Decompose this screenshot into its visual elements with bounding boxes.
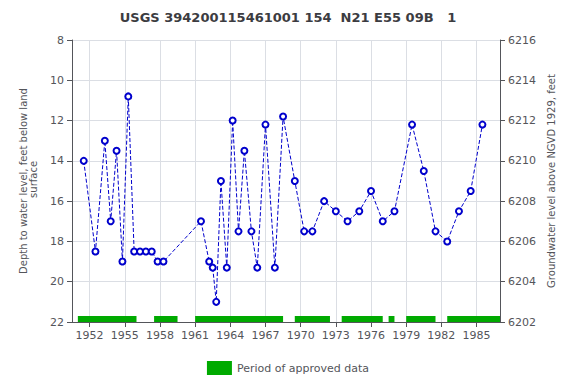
svg-text:Depth to water level, feet bel: Depth to water level, feet below land (17, 88, 29, 274)
svg-text:8: 8 (57, 34, 64, 47)
svg-text:1982: 1982 (427, 329, 455, 342)
svg-text:6208: 6208 (508, 195, 536, 208)
svg-text:1976: 1976 (357, 329, 385, 342)
svg-text:1961: 1961 (181, 329, 209, 342)
svg-text:surface: surface (28, 161, 39, 201)
svg-text:1952: 1952 (76, 329, 104, 342)
svg-text:16: 16 (50, 195, 64, 208)
svg-text:1964: 1964 (216, 329, 244, 342)
svg-text:1979: 1979 (392, 329, 420, 342)
svg-text:10: 10 (50, 74, 64, 87)
svg-text:1955: 1955 (111, 329, 139, 342)
svg-text:6206: 6206 (508, 235, 536, 248)
svg-text:6204: 6204 (508, 275, 536, 288)
svg-text:Period of approved data: Period of approved data (237, 362, 369, 375)
svg-text:1958: 1958 (146, 329, 174, 342)
svg-text:6210: 6210 (508, 154, 536, 167)
svg-text:22: 22 (50, 316, 64, 329)
svg-text:6202: 6202 (508, 316, 536, 329)
svg-text:1967: 1967 (251, 329, 279, 342)
svg-text:18: 18 (50, 235, 64, 248)
svg-text:1970: 1970 (287, 329, 315, 342)
svg-text:Groundwater level above NGVD 1: Groundwater level above NGVD 1929, feet (546, 74, 557, 288)
svg-text:6216: 6216 (508, 34, 536, 47)
svg-text:6212: 6212 (508, 114, 536, 127)
svg-text:6214: 6214 (508, 74, 536, 87)
svg-text:1985: 1985 (463, 329, 491, 342)
svg-text:14: 14 (50, 154, 64, 167)
svg-text:USGS 394200115461001 154 N21: USGS 394200115461001 154 N21 E55 09B 1 (120, 10, 457, 25)
svg-text:1973: 1973 (322, 329, 350, 342)
svg-text:20: 20 (50, 275, 64, 288)
svg-text:12: 12 (50, 114, 64, 127)
